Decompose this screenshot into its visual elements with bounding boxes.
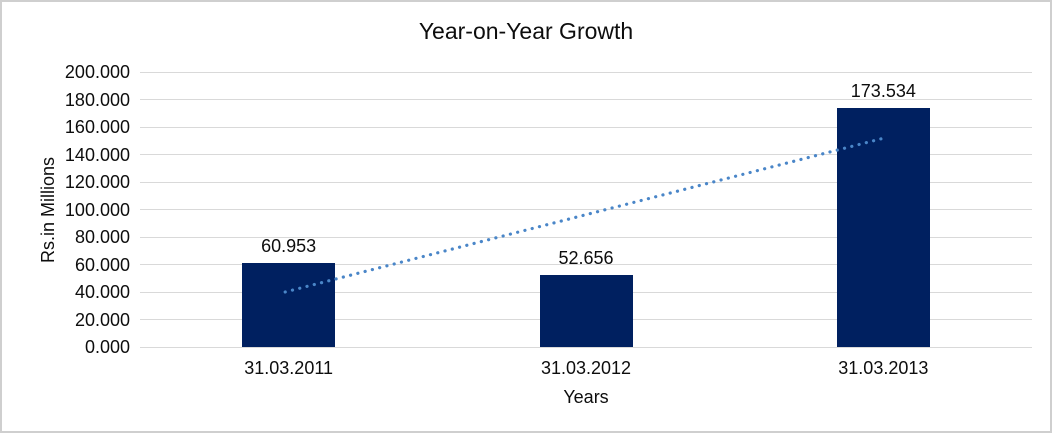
y-tick-label: 0.000	[84, 337, 130, 357]
bar	[836, 108, 930, 347]
y-tick-label: 80.000	[74, 227, 130, 247]
gridline	[140, 99, 1032, 100]
y-tick-label: 200.000	[64, 62, 130, 82]
y-tick-label: 180.000	[64, 89, 130, 110]
x-axis-title: Years	[563, 387, 609, 407]
y-tick-label: 120.000	[64, 172, 130, 192]
x-category-label: 31.03.2012	[540, 358, 632, 378]
bar	[539, 274, 633, 347]
gridline	[140, 126, 1032, 128]
x-category-label: 31.03.2011	[244, 358, 334, 378]
gridline	[140, 346, 1032, 348]
y-tick-label: 20.000	[74, 309, 130, 330]
y-tick-label: 40.000	[74, 282, 130, 302]
bar	[242, 263, 336, 347]
bar-value-label: 60.953	[261, 236, 317, 257]
y-tick-label: 140.000	[64, 144, 130, 165]
x-category-label: 31.03.2013	[838, 358, 929, 378]
bar-value-label: 52.656	[558, 247, 614, 268]
bar-value-label: 173.534	[850, 81, 916, 102]
chart-title: Year-on-Year Growth	[418, 18, 634, 44]
y-tick-label: 60.000	[74, 254, 130, 275]
gridline	[140, 71, 1032, 73]
y-tick-label: 100.000	[64, 199, 130, 220]
y-tick-label: 160.000	[64, 117, 130, 137]
